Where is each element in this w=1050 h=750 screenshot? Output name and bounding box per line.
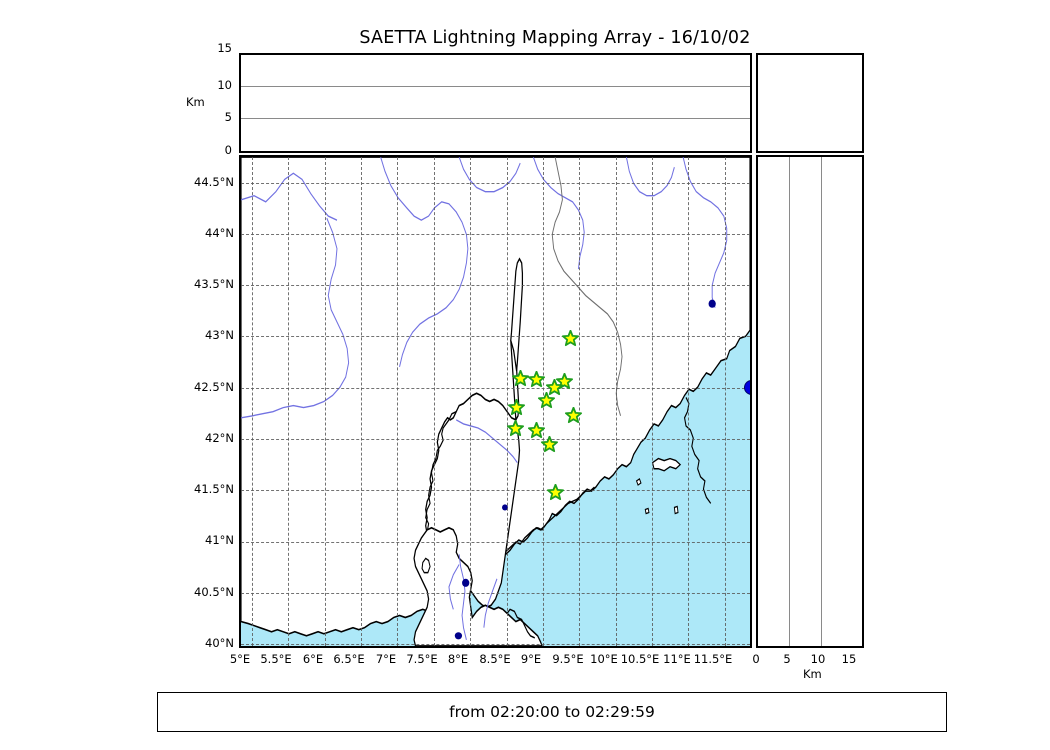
graticule-lon-8.5 xyxy=(506,157,508,646)
xtick-lon-5.5: 5.5°E xyxy=(260,652,292,666)
right-panel-xlabel: Km xyxy=(803,667,822,681)
station-marker[interactable] xyxy=(528,421,546,439)
graticule-lon-6 xyxy=(324,157,326,646)
lakes-layer xyxy=(454,299,716,640)
ytick-top-10: 10 xyxy=(217,78,232,92)
gridline-5km xyxy=(241,117,750,119)
xtick-right-15: 15 xyxy=(841,652,857,666)
ytick-lat-41: 41°N xyxy=(205,533,234,547)
mainland-landmass xyxy=(241,157,750,637)
station-marker[interactable] xyxy=(564,407,582,424)
lightning-map-panel[interactable] xyxy=(239,155,752,648)
status-bar[interactable]: from 02:20:00 to 02:29:59 xyxy=(157,692,947,732)
graticule-lat-43 xyxy=(241,336,750,338)
gridline-10km xyxy=(820,157,822,646)
graticule-lat-44.5 xyxy=(241,182,750,184)
graticule-lon-7.5 xyxy=(433,157,435,646)
ytick-lat-42: 42°N xyxy=(205,431,234,445)
country-borders-layer xyxy=(551,157,623,417)
graticule-lon-10 xyxy=(615,157,617,646)
ytick-lat-43: 43°N xyxy=(205,328,234,342)
ytick-top-0: 0 xyxy=(224,143,232,157)
altitude-latitude-panel[interactable] xyxy=(756,155,864,648)
ytick-top-15: 15 xyxy=(217,41,232,55)
xtick-lon-5: 5°E xyxy=(229,652,251,666)
status-bar-text: from 02:20:00 to 02:29:59 xyxy=(449,703,655,721)
graticule-lat-40.5 xyxy=(241,592,750,594)
top-panel-ylabel: Km xyxy=(186,95,205,109)
xtick-right-0: 0 xyxy=(752,652,760,666)
xtick-lon-7: 7°E xyxy=(375,652,397,666)
station-marker[interactable] xyxy=(540,435,558,453)
station-marker[interactable] xyxy=(545,378,563,396)
graticule-lon-10.5 xyxy=(651,157,653,646)
station-marker[interactable] xyxy=(561,329,579,347)
graticule-lat-44 xyxy=(241,233,750,235)
page-title: SAETTA Lightning Mapping Array - 16/10/0… xyxy=(0,28,1050,48)
xtick-lon-10.5: 10.5°E xyxy=(620,652,660,666)
graticule-lon-9.5 xyxy=(579,157,581,646)
ytick-lat-44.5: 44.5°N xyxy=(194,175,234,189)
xtick-right-10: 10 xyxy=(810,652,826,666)
gridline-5km xyxy=(789,157,791,646)
vhf-source-marker[interactable] xyxy=(743,379,750,395)
ytick-lat-44: 44°N xyxy=(205,226,234,240)
ytick-lat-41.5: 41.5°N xyxy=(194,482,234,496)
xtick-lon-10: 10°E xyxy=(590,652,618,666)
xtick-lon-9: 9°E xyxy=(520,652,542,666)
corsica-west-gulfs xyxy=(425,410,457,539)
graticule-lon-7 xyxy=(397,157,399,646)
station-marker[interactable] xyxy=(507,419,525,437)
graticule-lat-42 xyxy=(241,439,750,440)
gridline-10km xyxy=(241,86,750,88)
altitude-longitude-panel[interactable] xyxy=(239,53,752,153)
station-marker[interactable] xyxy=(537,392,555,409)
graticule-lon-11 xyxy=(688,157,690,646)
corner-panel[interactable] xyxy=(756,53,864,153)
graticule-lon-5.5 xyxy=(288,157,290,646)
graticule-lon-11.5 xyxy=(724,157,726,646)
graticule-lat-41.5 xyxy=(241,490,750,492)
island-elba xyxy=(651,457,682,472)
graticule-lat-40 xyxy=(241,644,750,646)
page-title-text: SAETTA Lightning Mapping Array - 16/10/0… xyxy=(359,28,751,48)
coastline-tuscany xyxy=(683,397,712,504)
sardinia-landmass xyxy=(413,526,543,646)
ytick-lat-42.5: 42.5°N xyxy=(194,380,234,394)
xtick-lon-6.5: 6.5°E xyxy=(333,652,365,666)
xtick-lon-8: 8°E xyxy=(447,652,469,666)
station-marker[interactable] xyxy=(528,370,546,388)
station-marker[interactable] xyxy=(546,483,564,501)
station-marker[interactable] xyxy=(556,372,574,390)
graticule-lon-8 xyxy=(470,157,472,646)
graticule-lon-6.5 xyxy=(361,157,362,646)
ytick-top-5: 5 xyxy=(224,110,232,124)
ytick-lat-43.5: 43.5°N xyxy=(194,277,234,291)
geography-layer xyxy=(241,157,750,646)
sardinia-nw-islet xyxy=(421,557,431,574)
xtick-lon-7.5: 7.5°E xyxy=(406,652,438,666)
xtick-lon-8.5: 8.5°E xyxy=(479,652,511,666)
xtick-lon-9.5: 9.5°E xyxy=(552,652,584,666)
xtick-right-5: 5 xyxy=(783,652,791,666)
station-marker[interactable] xyxy=(508,399,526,416)
station-marker[interactable] xyxy=(512,369,530,387)
xtick-lon-11.5: 11.5°E xyxy=(693,652,733,666)
ytick-lat-40: 40°N xyxy=(205,636,234,650)
island-capraia xyxy=(635,478,642,486)
xtick-lon-11: 11°E xyxy=(663,652,691,666)
ytick-lat-40.5: 40.5°N xyxy=(194,585,234,599)
graticule-lat-42.5 xyxy=(241,387,750,389)
island-pianosa xyxy=(644,507,650,515)
cap-corse xyxy=(510,257,524,372)
island-montecristo xyxy=(673,505,679,515)
sardinia-northeast-coast xyxy=(506,608,535,639)
graticule-lat-41 xyxy=(241,541,750,543)
stations-layer xyxy=(241,157,750,646)
graticule-lat-43.5 xyxy=(241,285,750,287)
sources-layer xyxy=(241,157,750,646)
xtick-lon-6: 6°E xyxy=(302,652,324,666)
graticule-lon-5 xyxy=(251,157,253,646)
